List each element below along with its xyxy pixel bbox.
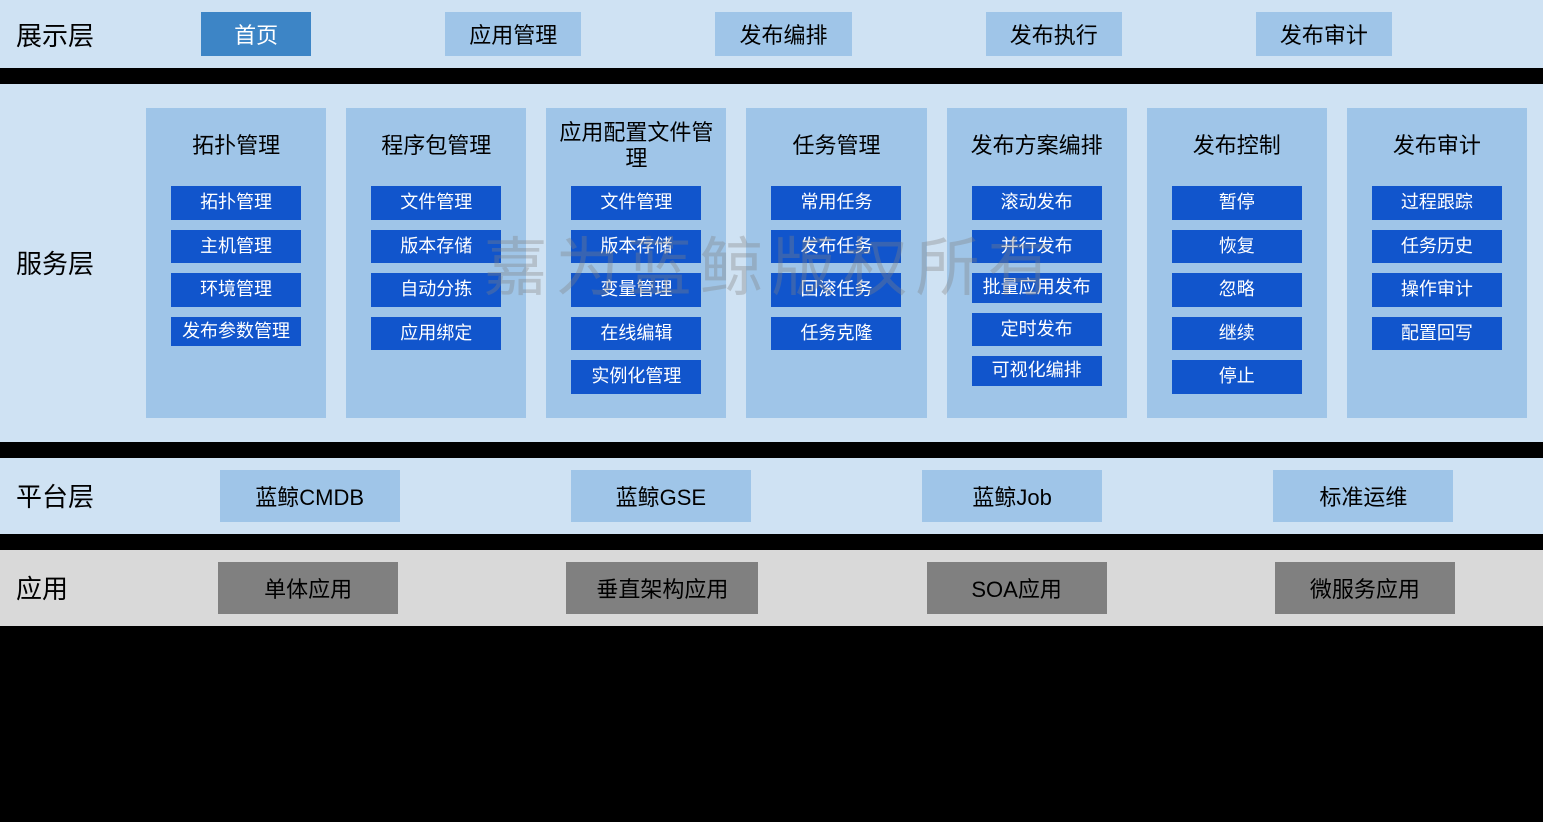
service-item[interactable]: 常用任务 <box>771 186 901 220</box>
presentation-item-release-audit[interactable]: 发布审计 <box>1256 12 1392 56</box>
service-group-task: 任务管理 常用任务 发布任务 回滚任务 任务克隆 <box>746 108 926 418</box>
service-item[interactable]: 配置回写 <box>1372 317 1502 351</box>
platform-item-cmdb[interactable]: 蓝鲸CMDB <box>220 470 400 522</box>
presentation-item-release-orchestration[interactable]: 发布编排 <box>715 12 851 56</box>
service-item[interactable]: 可视化编排 <box>972 356 1102 386</box>
service-group-release-plan: 发布方案编排 滚动发布 并行发布 批量应用发布 定时发布 可视化编排 <box>947 108 1127 418</box>
service-item[interactable]: 文件管理 <box>571 186 701 220</box>
service-item[interactable]: 环境管理 <box>171 273 301 307</box>
presentation-item-app-mgmt[interactable]: 应用管理 <box>445 12 581 56</box>
service-item[interactable]: 文件管理 <box>371 186 501 220</box>
presentation-items: 首页 应用管理 发布编排 发布执行 发布审计 <box>146 12 1527 56</box>
service-item[interactable]: 任务历史 <box>1372 230 1502 264</box>
app-item-vertical[interactable]: 垂直架构应用 <box>566 562 758 614</box>
group-title-topology: 拓扑管理 <box>192 118 280 174</box>
platform-item-job[interactable]: 蓝鲸Job <box>922 470 1102 522</box>
platform-layer: 平台层 蓝鲸CMDB 蓝鲸GSE 蓝鲸Job 标准运维 <box>0 458 1543 534</box>
service-item[interactable]: 在线编辑 <box>571 317 701 351</box>
service-item[interactable]: 版本存储 <box>571 230 701 264</box>
app-item-monolith[interactable]: 单体应用 <box>218 562 398 614</box>
group-title-task: 任务管理 <box>792 118 880 174</box>
service-item[interactable]: 过程跟踪 <box>1372 186 1502 220</box>
service-layer: 服务层 拓扑管理 拓扑管理 主机管理 环境管理 发布参数管理 程序包管理 文件管… <box>0 84 1543 442</box>
platform-items: 蓝鲸CMDB 蓝鲸GSE 蓝鲸Job 标准运维 <box>146 470 1527 522</box>
group-title-package: 程序包管理 <box>381 118 491 174</box>
presentation-layer-label: 展示层 <box>16 16 146 53</box>
service-item[interactable]: 操作审计 <box>1372 273 1502 307</box>
app-item-soa[interactable]: SOA应用 <box>927 562 1107 614</box>
service-item[interactable]: 主机管理 <box>171 230 301 264</box>
group-title-release-control: 发布控制 <box>1193 118 1281 174</box>
group-title-release-plan: 发布方案编排 <box>971 118 1103 174</box>
service-layer-label: 服务层 <box>16 244 146 281</box>
app-item-microservice[interactable]: 微服务应用 <box>1275 562 1455 614</box>
service-item[interactable]: 滚动发布 <box>972 186 1102 220</box>
service-group-topology: 拓扑管理 拓扑管理 主机管理 环境管理 发布参数管理 <box>146 108 326 418</box>
presentation-item-release-execution[interactable]: 发布执行 <box>986 12 1122 56</box>
service-group-release-control: 发布控制 暂停 恢复 忽略 继续 停止 <box>1147 108 1327 418</box>
service-item[interactable]: 并行发布 <box>972 230 1102 264</box>
service-item[interactable]: 版本存储 <box>371 230 501 264</box>
service-item[interactable]: 批量应用发布 <box>972 273 1102 303</box>
service-item[interactable]: 任务克隆 <box>771 317 901 351</box>
platform-item-stdops[interactable]: 标准运维 <box>1273 470 1453 522</box>
service-item[interactable]: 恢复 <box>1172 230 1302 264</box>
application-items: 单体应用 垂直架构应用 SOA应用 微服务应用 <box>146 562 1527 614</box>
service-item[interactable]: 停止 <box>1172 360 1302 394</box>
service-item[interactable]: 拓扑管理 <box>171 186 301 220</box>
service-item[interactable]: 发布参数管理 <box>171 317 301 347</box>
service-group-release-audit: 发布审计 过程跟踪 任务历史 操作审计 配置回写 <box>1347 108 1527 418</box>
service-item[interactable]: 应用绑定 <box>371 317 501 351</box>
presentation-item-home[interactable]: 首页 <box>201 12 311 56</box>
service-item[interactable]: 暂停 <box>1172 186 1302 220</box>
service-layer-wrapper: 服务层 拓扑管理 拓扑管理 主机管理 环境管理 发布参数管理 程序包管理 文件管… <box>0 84 1543 442</box>
service-item[interactable]: 实例化管理 <box>571 360 701 394</box>
platform-layer-label: 平台层 <box>16 477 146 514</box>
application-layer: 应用 单体应用 垂直架构应用 SOA应用 微服务应用 <box>0 550 1543 626</box>
service-groups: 拓扑管理 拓扑管理 主机管理 环境管理 发布参数管理 程序包管理 文件管理 版本… <box>146 108 1527 418</box>
service-item[interactable]: 继续 <box>1172 317 1302 351</box>
service-group-package: 程序包管理 文件管理 版本存储 自动分拣 应用绑定 <box>346 108 526 418</box>
application-layer-label: 应用 <box>16 569 146 606</box>
service-item[interactable]: 自动分拣 <box>371 273 501 307</box>
service-item[interactable]: 定时发布 <box>972 313 1102 347</box>
group-title-release-audit: 发布审计 <box>1393 118 1481 174</box>
group-title-config: 应用配置文件管理 <box>558 118 714 174</box>
presentation-layer: 展示层 首页 应用管理 发布编排 发布执行 发布审计 <box>0 0 1543 68</box>
platform-item-gse[interactable]: 蓝鲸GSE <box>571 470 751 522</box>
service-item[interactable]: 变量管理 <box>571 273 701 307</box>
service-group-config: 应用配置文件管理 文件管理 版本存储 变量管理 在线编辑 实例化管理 <box>546 108 726 418</box>
service-item[interactable]: 发布任务 <box>771 230 901 264</box>
service-item[interactable]: 忽略 <box>1172 273 1302 307</box>
service-item[interactable]: 回滚任务 <box>771 273 901 307</box>
